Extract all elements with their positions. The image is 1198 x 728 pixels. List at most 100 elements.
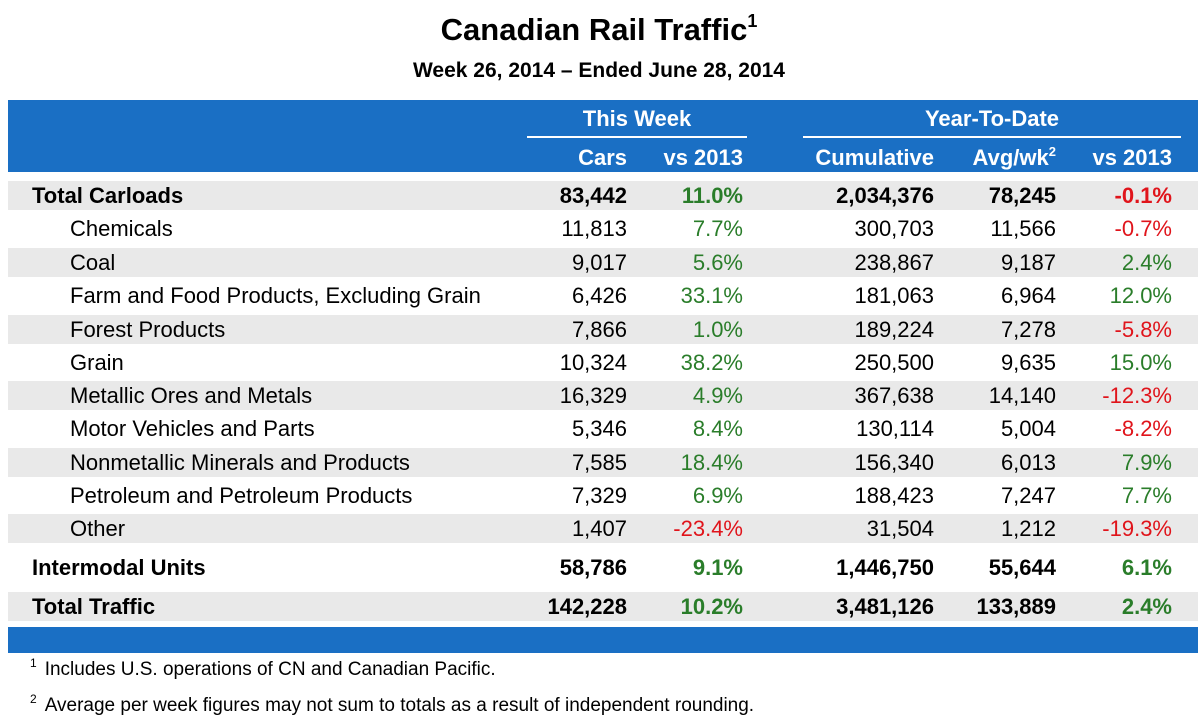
footnote-1-mark: 1 <box>30 656 37 670</box>
cell-ytd-vs2013: 15.0% <box>1109 350 1172 375</box>
row-stripe <box>8 448 1198 477</box>
cell-cars: 10,324 <box>559 350 627 375</box>
avg-footnote-mark: 2 <box>1048 144 1056 159</box>
row-label: Metallic Ores and Metals <box>70 383 313 408</box>
cell-cars: 16,329 <box>559 383 627 408</box>
cell-cars: 1,407 <box>571 516 627 541</box>
cell-ytd-vs2013: -5.8% <box>1114 317 1172 342</box>
cell-cumulative: 188,423 <box>854 483 934 508</box>
row-label: Total Traffic <box>32 594 156 619</box>
footnote-2: 2 Average per week figures may not sum to… <box>30 692 755 718</box>
col-header-week-vs2013: vs 2013 <box>663 145 743 170</box>
cell-cars: 9,017 <box>571 250 627 275</box>
cell-cars: 7,866 <box>571 317 627 342</box>
cell-week-vs2013: 33.1% <box>680 283 743 308</box>
cell-ytd-vs2013: -0.7% <box>1114 216 1172 241</box>
row-label: Coal <box>70 250 116 275</box>
cell-ytd-vs2013: 12.0% <box>1109 283 1172 308</box>
row-label: Total Carloads <box>32 183 184 208</box>
cell-avg-wk: 78,245 <box>988 183 1056 208</box>
cell-ytd-vs2013: -19.3% <box>1102 516 1172 541</box>
row-label: Forest Products <box>70 317 226 342</box>
cell-avg-wk: 11,566 <box>990 216 1056 241</box>
group-rule-this-week <box>527 136 747 138</box>
group-label-ytd: Year-To-Date <box>924 106 1060 131</box>
row-stripe <box>8 181 1198 210</box>
group-label-this-week: This Week <box>582 106 692 131</box>
cell-avg-wk: 7,278 <box>1000 317 1056 342</box>
row-stripe <box>8 248 1198 277</box>
col-header-avg-wk-text: Avg/wk <box>972 145 1049 170</box>
cell-ytd-vs2013: -8.2% <box>1114 416 1172 441</box>
col-header-cars: Cars <box>578 145 627 170</box>
cell-cumulative: 130,114 <box>856 416 934 441</box>
cell-week-vs2013: 18.4% <box>680 450 743 475</box>
cell-avg-wk: 55,644 <box>988 555 1056 580</box>
cell-week-vs2013: 38.2% <box>680 350 743 375</box>
group-rule-ytd <box>803 136 1181 138</box>
cell-week-vs2013: 11.0% <box>681 183 743 208</box>
footnote-2-mark: 2 <box>30 692 37 706</box>
cell-cumulative: 238,867 <box>854 250 934 275</box>
table-subtitle: Week 26, 2014 – Ended June 28, 2014 <box>412 59 785 82</box>
row-label: Petroleum and Petroleum Products <box>70 483 413 508</box>
cell-cars: 83,442 <box>559 183 627 208</box>
cell-week-vs2013: 4.9% <box>692 383 743 408</box>
cell-cumulative: 367,638 <box>854 383 934 408</box>
row-label: Motor Vehicles and Parts <box>70 416 315 441</box>
cell-avg-wk: 7,247 <box>1000 483 1056 508</box>
footnote-2-text: Average per week figures may not sum to … <box>44 695 755 716</box>
title-footnote-mark: 1 <box>747 11 758 31</box>
cell-avg-wk: 14,140 <box>988 383 1056 408</box>
cell-cumulative: 3,481,126 <box>836 594 934 619</box>
cell-cumulative: 189,224 <box>854 317 934 342</box>
cell-cumulative: 250,500 <box>854 350 934 375</box>
row-label: Grain <box>70 350 124 375</box>
cell-ytd-vs2013: 6.1% <box>1121 555 1172 580</box>
footer-band <box>8 627 1198 653</box>
footnote-1: 1 Includes U.S. operations of CN and Cana… <box>30 656 496 682</box>
cell-cumulative: 181,063 <box>854 283 934 308</box>
cell-week-vs2013: 10.2% <box>680 594 743 619</box>
cell-ytd-vs2013: 2.4% <box>1121 250 1172 275</box>
col-header-cumulative: Cumulative <box>815 145 934 170</box>
cell-cumulative: 1,446,750 <box>836 555 934 580</box>
cell-cars: 11,813 <box>561 216 627 241</box>
row-stripe <box>8 514 1198 543</box>
cell-ytd-vs2013: 7.7% <box>1121 483 1172 508</box>
row-label: Chemicals <box>70 216 173 241</box>
cell-cumulative: 31,504 <box>866 516 934 541</box>
cell-ytd-vs2013: -0.1% <box>1114 183 1172 208</box>
table-title: Canadian Rail Traffic1 <box>0 10 1198 50</box>
cell-cumulative: 2,034,376 <box>836 183 934 208</box>
row-stripe <box>8 381 1198 410</box>
cell-week-vs2013: 9.1% <box>692 555 743 580</box>
cell-ytd-vs2013: 7.9% <box>1121 450 1172 475</box>
row-stripe <box>8 315 1198 344</box>
cell-cars: 142,228 <box>547 594 627 619</box>
row-label: Farm and Food Products, Excluding Grain <box>70 283 481 308</box>
cell-week-vs2013: 1.0% <box>692 317 743 342</box>
cell-cars: 5,346 <box>571 416 627 441</box>
row-stripe <box>8 592 1198 621</box>
cell-avg-wk: 1,212 <box>1000 516 1056 541</box>
cell-week-vs2013: 6.9% <box>692 483 743 508</box>
cell-cars: 58,786 <box>559 555 627 580</box>
cell-avg-wk: 6,964 <box>1000 283 1056 308</box>
footnote-1-text: Includes U.S. operations of CN and Canad… <box>44 659 496 680</box>
cell-cars: 7,585 <box>571 450 627 475</box>
row-label: Nonmetallic Minerals and Products <box>70 450 410 475</box>
cell-avg-wk: 6,013 <box>1000 450 1056 475</box>
cell-week-vs2013: 8.4% <box>692 416 743 441</box>
cell-cars: 7,329 <box>571 483 627 508</box>
col-header-ytd-vs2013: vs 2013 <box>1092 145 1172 170</box>
cell-ytd-vs2013: 2.4% <box>1121 594 1172 619</box>
cell-ytd-vs2013: -12.3% <box>1102 383 1172 408</box>
col-header-avg-wk: Avg/wk2 <box>934 144 1056 172</box>
row-label: Other <box>70 516 126 541</box>
row-label: Intermodal Units <box>32 555 206 580</box>
cell-week-vs2013: -23.4% <box>673 516 743 541</box>
cell-week-vs2013: 5.6% <box>692 250 743 275</box>
cell-avg-wk: 5,004 <box>1000 416 1056 441</box>
cell-avg-wk: 133,889 <box>976 594 1056 619</box>
